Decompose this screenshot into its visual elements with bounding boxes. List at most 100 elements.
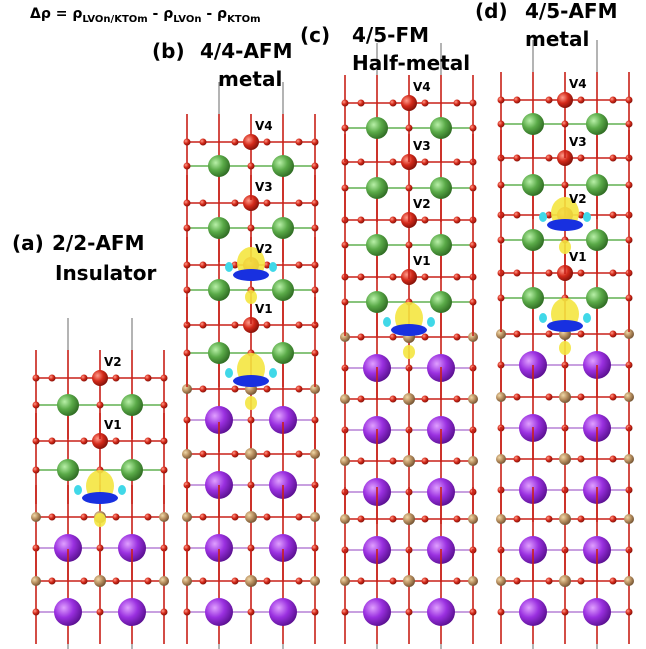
la-atom [522, 113, 544, 135]
o-atom [145, 578, 152, 585]
o-atom [49, 578, 56, 585]
o-atom [514, 270, 521, 277]
o-atom [610, 97, 617, 104]
b-atom [403, 393, 415, 405]
charge-minus [539, 313, 547, 323]
o-atom [498, 97, 505, 104]
o-atom [33, 467, 40, 474]
b-atom [496, 392, 506, 402]
o-atom [406, 185, 413, 192]
o-atom [454, 217, 461, 224]
o-atom [184, 287, 191, 294]
o-atom [358, 516, 365, 523]
o-atom [184, 609, 191, 616]
o-atom [200, 139, 207, 146]
a-atom [519, 598, 547, 626]
b-atom [340, 576, 350, 586]
b-atom [496, 576, 506, 586]
a-atom [363, 598, 391, 626]
la-atom [586, 287, 608, 309]
formula-sub: LVOn/KTOm [82, 14, 147, 25]
la-atom [208, 217, 230, 239]
o-atom [342, 299, 349, 306]
panel-tag: (d) [475, 0, 508, 23]
charge-plus [245, 396, 257, 410]
formula-sub: KTOm [227, 14, 261, 25]
o-atom [626, 97, 633, 104]
o-atom [578, 516, 585, 523]
o-atom [546, 97, 553, 104]
o-atom [264, 451, 271, 458]
a-atom [427, 598, 455, 626]
o-atom [546, 331, 553, 338]
panel-subtitle: Half-metal [352, 51, 470, 75]
la-atom [208, 342, 230, 364]
o-atom [264, 386, 271, 393]
la-atom [586, 174, 608, 196]
o-atom [454, 159, 461, 166]
a-atom [205, 598, 233, 626]
o-atom [232, 451, 239, 458]
o-atom [145, 375, 152, 382]
layer-label: V2 [104, 355, 122, 369]
layer-label: V2 [413, 197, 431, 211]
o-atom [161, 375, 168, 382]
layer-label: V4 [413, 80, 431, 94]
b-atom [182, 512, 192, 522]
o-atom [232, 386, 239, 393]
la-atom [57, 394, 79, 416]
o-atom [342, 242, 349, 249]
layer-label: V4 [255, 119, 273, 133]
o-atom [296, 514, 303, 521]
charge-minus [74, 485, 82, 495]
charge-minus [233, 375, 269, 387]
o-atom [610, 270, 617, 277]
o-atom [296, 139, 303, 146]
o-atom [296, 451, 303, 458]
o-atom [578, 97, 585, 104]
charge-plus [94, 513, 106, 527]
o-atom [610, 456, 617, 463]
b-atom [468, 514, 478, 524]
o-atom [514, 212, 521, 219]
o-atom [312, 163, 319, 170]
o-atom [390, 516, 397, 523]
o-atom [200, 386, 207, 393]
o-atom [248, 225, 255, 232]
la-atom [430, 177, 452, 199]
o-atom [610, 578, 617, 585]
b-atom [403, 513, 415, 525]
la-atom [272, 342, 294, 364]
panel-subtitle: metal [525, 27, 589, 51]
v-atom [92, 370, 108, 386]
o-atom [626, 121, 633, 128]
o-atom [422, 159, 429, 166]
a-atom [583, 598, 611, 626]
o-atom [312, 262, 319, 269]
o-atom [406, 125, 413, 132]
o-atom [113, 514, 120, 521]
la-atom [522, 174, 544, 196]
o-atom [422, 100, 429, 107]
panel-tag: (a) [12, 231, 44, 255]
o-atom [390, 274, 397, 281]
la-atom [272, 217, 294, 239]
o-atom [562, 121, 569, 128]
panel-tag: (b) [152, 39, 185, 63]
a-atom [269, 598, 297, 626]
la-atom [522, 287, 544, 309]
o-atom [161, 402, 168, 409]
o-atom [296, 322, 303, 329]
b-atom [310, 512, 320, 522]
o-atom [498, 237, 505, 244]
b-atom [624, 454, 634, 464]
o-atom [422, 334, 429, 341]
structures [31, 40, 634, 649]
o-atom [546, 270, 553, 277]
o-atom [610, 516, 617, 523]
o-atom [33, 609, 40, 616]
o-atom [312, 350, 319, 357]
b-atom [496, 514, 506, 524]
la-atom [57, 459, 79, 481]
o-atom [49, 438, 56, 445]
